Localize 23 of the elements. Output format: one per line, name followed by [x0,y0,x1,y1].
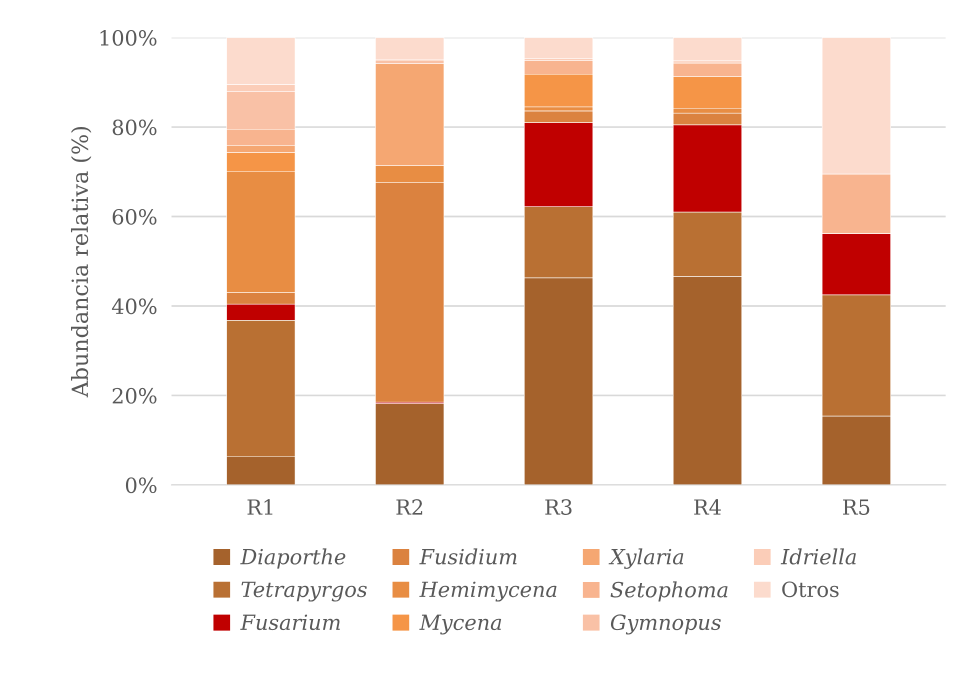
legend-label: Mycena [419,614,502,634]
legend-label: Setophoma [610,581,728,602]
legend-label: Xylaria [608,548,684,569]
x-tick-label: R2 [396,499,422,515]
x-tick-label: R4 [694,499,721,515]
legend-label: Idriella [780,548,856,565]
x-tick-label: R5 [843,499,870,515]
legend-label: Tetrapyrgos [242,582,367,602]
legend-label: Gymnopus [610,614,721,634]
y-axis-title: Abundancia relativa (%) [70,126,92,398]
x-tick-label: R1 [248,499,272,515]
y-tick-label: 0% [126,477,156,494]
x-tick-label: R3 [545,499,572,515]
legend-label: Fusarium [240,614,340,630]
legend-label: Hemimycena [419,582,556,602]
y-tick-label: 20% [112,388,156,404]
y-tick-label: 40% [112,298,156,314]
y-tick-label: 60% [112,208,156,225]
y-tick-label: 80% [112,119,156,136]
legend-label: Diaporthe [240,548,346,569]
legend-label: Fusidium [419,548,517,565]
y-tick-label: 100% [100,30,156,46]
legend-label: Otros [782,581,839,598]
